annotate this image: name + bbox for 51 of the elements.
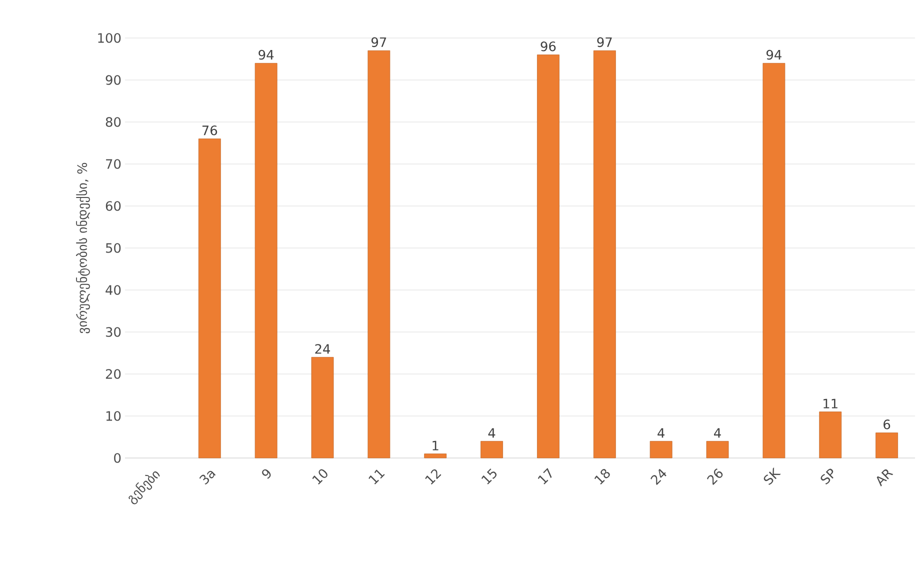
data-label: 76	[202, 125, 218, 136]
bar	[368, 50, 390, 458]
data-label: 4	[714, 428, 721, 438]
bar	[537, 54, 560, 458]
x-tick-label: 15	[481, 468, 497, 484]
bar	[198, 138, 221, 458]
data-label: 1	[432, 440, 438, 450]
bar	[480, 441, 503, 458]
y-tick-label: 100	[98, 33, 121, 43]
bar	[424, 454, 447, 458]
y-tick-label: 60	[106, 201, 121, 211]
y-tick-label: 30	[106, 327, 121, 337]
x-tick-label: 18	[594, 469, 610, 485]
bar	[706, 441, 729, 458]
x-tick-label: 10	[312, 469, 328, 485]
x-tick-label: AR	[876, 469, 894, 486]
x-tick-label: 12	[425, 469, 442, 485]
data-label: 94	[258, 50, 274, 60]
x-tick-label: 24	[650, 468, 666, 486]
y-tick-label: 90	[106, 75, 121, 85]
bar	[876, 432, 898, 458]
data-label: 94	[766, 50, 782, 60]
x-tick-label: 9	[262, 469, 271, 479]
bar	[311, 357, 334, 458]
bar	[650, 441, 672, 458]
bar	[254, 62, 278, 458]
data-label: 97	[597, 37, 612, 48]
bar	[819, 412, 842, 458]
data-label: 6	[884, 419, 890, 430]
y-tick-label: 70	[106, 159, 121, 169]
y-tick-label: 40	[106, 285, 121, 295]
data-label: 4	[488, 428, 496, 438]
x-tick-label: 3a	[199, 470, 216, 485]
data-label: 97	[372, 37, 386, 48]
y-tick-label: 80	[106, 117, 121, 127]
x-tick-label: SP	[820, 468, 834, 484]
data-label: 11	[824, 398, 838, 408]
y-axis-title: ვირულენტობის ინდექსი, %	[76, 162, 90, 334]
bar	[593, 50, 616, 458]
y-tick-label: 50	[106, 243, 121, 253]
bar	[762, 62, 786, 458]
data-label: 4	[658, 428, 664, 438]
data-label: 96	[540, 41, 556, 52]
x-tick-label: 17	[538, 468, 552, 484]
data-label: 24	[315, 344, 330, 354]
x-tick-label: 26	[707, 468, 723, 486]
x-tick-label: 11	[368, 470, 385, 484]
x-tick-label: SK	[764, 467, 781, 485]
y-tick-label: 20	[106, 369, 121, 379]
y-tick-label: 0	[114, 453, 121, 463]
y-tick-label: 10	[106, 411, 121, 421]
